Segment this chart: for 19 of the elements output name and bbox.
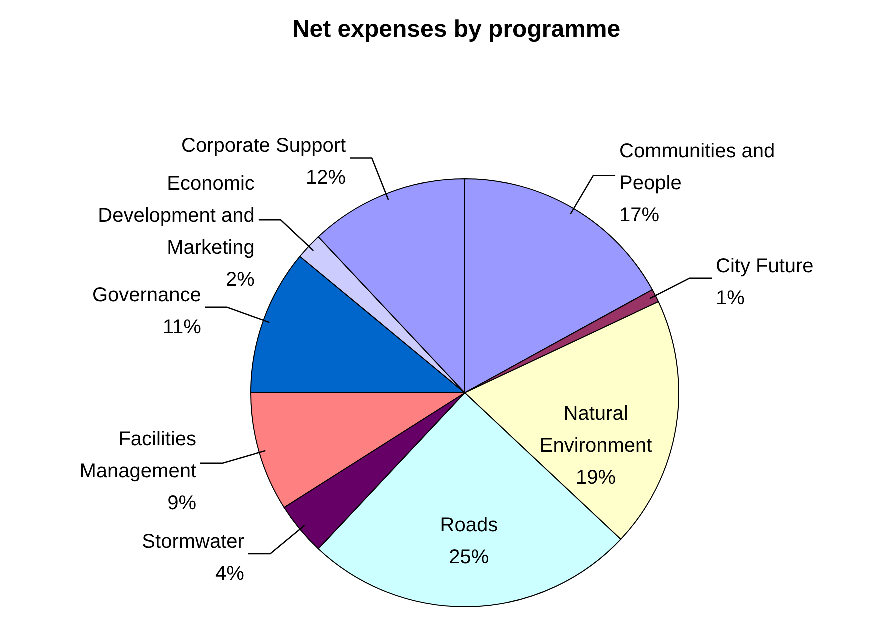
data-label: 4% — [216, 562, 245, 585]
data-label: 11% — [162, 316, 202, 338]
data-label: 25% — [449, 546, 490, 569]
slice-label: Roads — [440, 514, 498, 537]
data-label: 17% — [620, 204, 660, 227]
data-label: 19% — [576, 466, 616, 489]
data-label: 2% — [226, 269, 256, 292]
slice-label: Governance — [92, 284, 202, 306]
slice-label: Stormwater — [142, 530, 245, 553]
data-label: 1% — [716, 287, 746, 310]
data-label: 12% — [306, 167, 346, 190]
slice-label: Corporate Support — [181, 135, 346, 158]
data-label: 9% — [168, 492, 197, 514]
slice-label: City Future — [716, 255, 814, 278]
slice-label: Communities and People — [620, 140, 776, 195]
chart-title: Net expenses by programme — [292, 16, 621, 43]
slice-label: Economic Development and Marketing — [98, 173, 255, 260]
slice-label: Natural Environment — [540, 402, 653, 457]
slice-label: Facilities Management — [80, 428, 197, 482]
